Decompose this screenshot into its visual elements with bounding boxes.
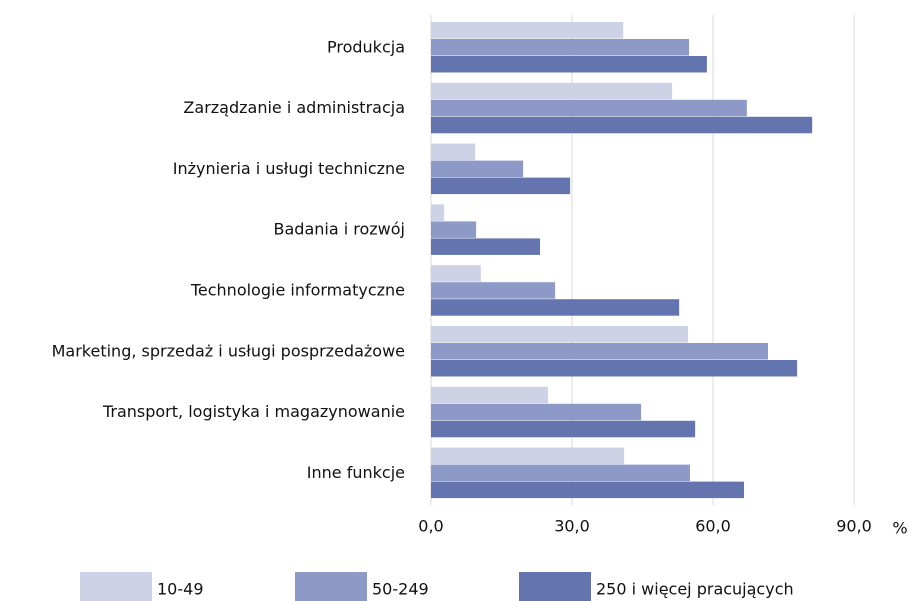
x-tick-label: 90,0 [836,517,872,536]
bar [431,238,541,255]
bar [431,326,689,343]
bar [431,116,813,134]
bar [431,39,690,56]
bar [431,143,476,161]
x-tick-label: 60,0 [695,517,731,536]
bar [431,282,556,299]
bar [431,56,707,73]
bar [431,204,445,221]
bar [431,343,768,360]
legend-swatch [519,572,591,601]
bar [431,447,625,465]
bar [431,403,642,421]
bar [431,99,747,117]
legend-label: 50-249 [372,580,429,599]
y-tick-label: Transport, logistyka i magazynowanie [102,402,405,421]
legend-label: 250 i więcej pracujących [596,580,794,599]
y-tick-label: Inne funkcje [307,463,405,482]
bar [431,160,524,178]
y-tick-label: Badania i rozwój [274,220,405,239]
x-tick-label: 0,0 [418,517,443,536]
bar [431,221,477,238]
bar [431,265,481,282]
bar [431,299,680,316]
legend-label: 10-49 [157,580,204,599]
bar [431,177,571,195]
x-tick-label: 30,0 [554,517,590,536]
bar [431,82,673,100]
y-tick-label: Marketing, sprzedaż i usługi posprzedażo… [52,341,405,360]
legend-swatch [80,572,152,601]
bar [431,481,745,499]
y-tick-label: Zarządzanie i administracja [183,98,405,117]
y-tick-label: Technologie informatyczne [190,280,405,299]
bar [431,360,798,377]
y-tick-label: Inżynieria i usługi techniczne [173,159,405,178]
bar [431,420,696,438]
bar [431,464,690,482]
x-axis-unit: % [892,519,907,538]
y-tick-label: Produkcja [327,37,405,56]
bar [431,386,549,404]
bar [431,22,624,39]
legend-swatch [295,572,367,601]
